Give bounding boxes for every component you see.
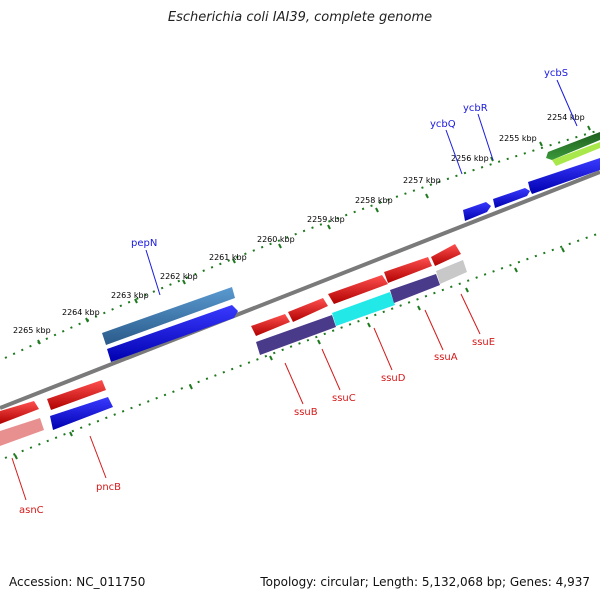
gene-label-ssuE: ssuE [472, 337, 495, 348]
gene-pncB-red-bar[interactable] [47, 380, 106, 410]
gene-ssuA-inner-bar[interactable] [390, 274, 440, 303]
gene-label-ssuB: ssuB [294, 407, 318, 418]
scale-label-2264: 2264 kbp [62, 308, 100, 317]
map-title: Escherichia coli IAI39, complete genome [167, 10, 433, 25]
gene-ycbS-bar[interactable] [546, 132, 600, 160]
gene-label-ycbQ: ycbQ [430, 119, 456, 130]
scale-label-2260: 2260 kbp [257, 235, 295, 244]
gene-label-ssuD: ssuD [381, 373, 406, 384]
gene-ssuA-bar[interactable] [384, 257, 432, 283]
gene-asnC-bar[interactable] [0, 401, 39, 424]
scale-label-2259: 2259 kbp [307, 215, 345, 224]
gene-ssuE-bar[interactable] [431, 244, 461, 266]
gene-ssuE-inner-bar[interactable] [436, 260, 467, 284]
gene-label-ssuC: ssuC [332, 393, 356, 404]
outer-major-ticks [37, 125, 591, 345]
scale-label-2256: 2256 kbp [451, 154, 489, 163]
scale-label-2265: 2265 kbp [13, 326, 51, 335]
scale-label-2263: 2263 kbp [111, 291, 149, 300]
gene-label-ycbS: ycbS [544, 68, 568, 79]
scale-label-2262: 2262 kbp [160, 272, 198, 281]
gene-forward-long-bar[interactable] [528, 158, 600, 194]
gene-ssuD-inner-bar[interactable] [332, 292, 395, 326]
gene-pncB-bar[interactable] [50, 397, 113, 430]
gene-label-pncB: pncB [96, 482, 121, 493]
scale-label-2258: 2258 kbp [355, 196, 393, 205]
gene-label-asnC: asnC [19, 505, 44, 516]
scale-label-2257: 2257 kbp [403, 176, 441, 185]
gene-label-ycbR: ycbR [463, 103, 488, 114]
outer-scale-track [4, 129, 600, 359]
gene-ssuD-bar[interactable] [328, 275, 388, 304]
gene-ycbS-secondary-bar[interactable] [552, 142, 600, 166]
genome-backbone [0, 170, 600, 410]
gene-ssuB-bar[interactable] [251, 314, 290, 336]
gene-label-pepN: pepN [131, 238, 157, 249]
gene-ycbQ-bar[interactable] [463, 202, 491, 221]
accession-text: Accession: NC_011750 [9, 575, 146, 589]
scale-label-2255: 2255 kbp [499, 134, 537, 143]
gene-ssuC-bar[interactable] [288, 298, 328, 322]
gene-ycbR-bar[interactable] [493, 188, 530, 208]
forward-callout-lines [145, 79, 578, 296]
gene-label-ssuA: ssuA [434, 352, 458, 363]
inner-major-ticks [14, 247, 565, 460]
genome-summary-text: Topology: circular; Length: 5,132,068 bp… [260, 575, 590, 589]
gene-asnC-inner-bar[interactable] [0, 418, 44, 446]
inner-scale-track [4, 232, 600, 459]
gene-pepN-bar[interactable] [102, 287, 235, 345]
gene-pepN-inner-bar[interactable] [107, 305, 238, 362]
gene-ssuB-inner-bar[interactable] [256, 315, 336, 355]
scale-label-2261: 2261 kbp [209, 253, 247, 262]
reverse-callout-lines [11, 293, 481, 501]
scale-label-2254: 2254 kbp [547, 113, 585, 122]
